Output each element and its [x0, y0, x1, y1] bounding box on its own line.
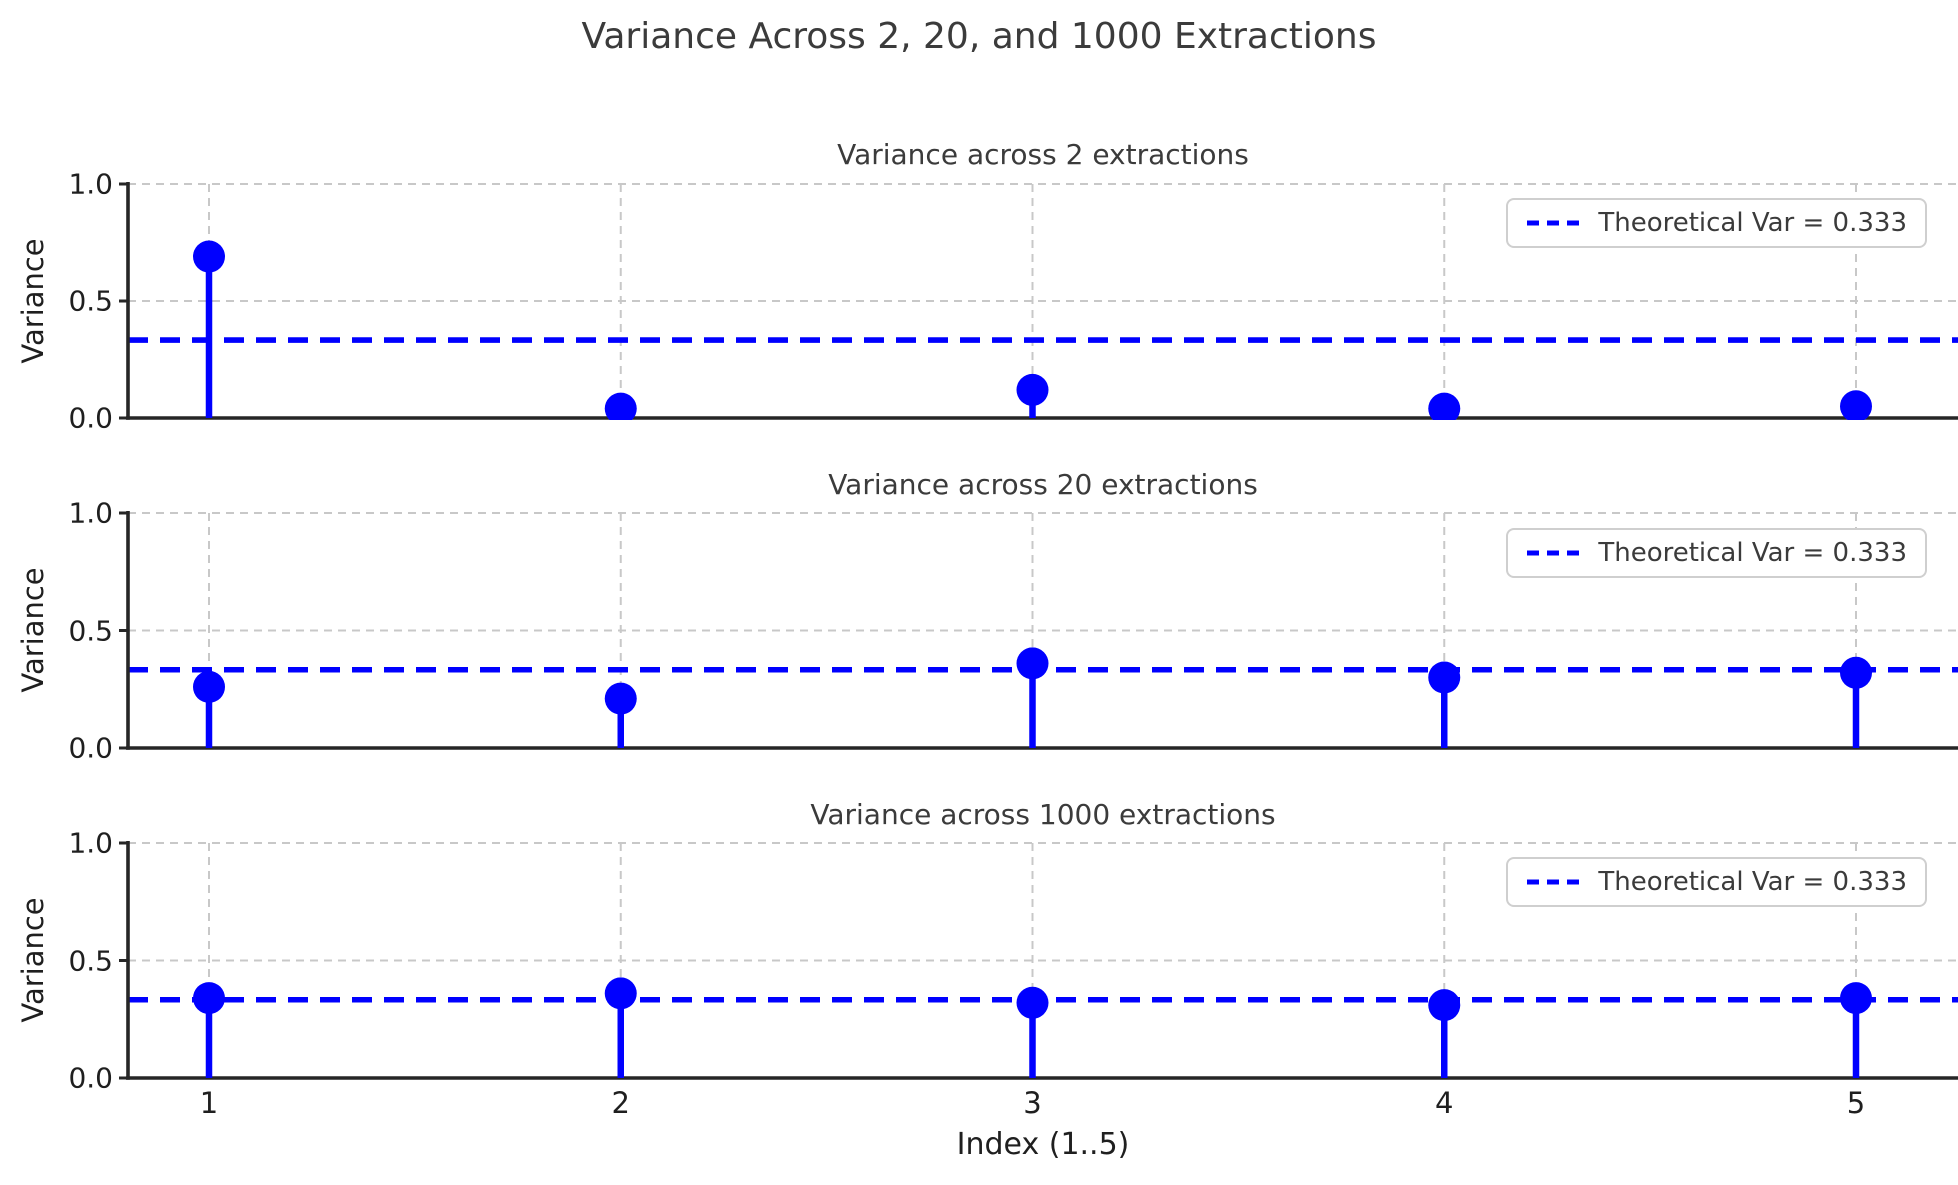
y-tick-label-1.0: 1.0: [68, 167, 113, 201]
stem-marker: [1840, 390, 1872, 420]
legend-label: Theoretical Var = 0.333: [1598, 208, 1907, 238]
y-tick-label-1.0: 1.0: [68, 496, 113, 530]
dashed-line-sample-icon: [1527, 550, 1584, 556]
y-tick-label-0.0: 0.0: [68, 401, 113, 435]
x-axis-label: Index (1..5): [956, 1127, 1130, 1162]
y-tick-label-0.5: 0.5: [68, 284, 113, 318]
stem-marker: [604, 977, 637, 1010]
stem-marker: [193, 240, 225, 273]
y-tick-label-1.0: 1.0: [68, 826, 113, 860]
dashed-line-sample-icon: [1527, 879, 1584, 885]
subplot-3-title: Variance across 1000 extractions: [810, 798, 1276, 831]
subplot-1-legend: Theoretical Var = 0.333: [1506, 198, 1927, 248]
x-tick-label-4: 4: [1435, 1086, 1454, 1120]
stem-marker: [604, 392, 637, 420]
subplot-2-legend: Theoretical Var = 0.333: [1506, 528, 1927, 578]
stem-marker: [1840, 656, 1872, 689]
stem-marker: [193, 982, 225, 1015]
stem-marker: [604, 682, 637, 715]
stem-marker: [1016, 373, 1049, 406]
stem-marker: [1428, 989, 1461, 1022]
x-tick-label-1: 1: [199, 1086, 219, 1120]
stem-marker: [193, 670, 225, 703]
y-tick-label-0.5: 0.5: [68, 614, 113, 647]
legend-label: Theoretical Var = 0.333: [1598, 867, 1907, 897]
subplot-1-title: Variance across 2 extractions: [837, 138, 1249, 171]
figure-title: Variance Across 2, 20, and 1000 Extracti…: [581, 16, 1377, 57]
stem-marker: [1016, 986, 1049, 1019]
x-tick-label-5: 5: [1846, 1086, 1866, 1120]
stem-marker: [1428, 392, 1461, 420]
stem-marker: [1016, 647, 1049, 680]
x-tick-label-3: 3: [1023, 1086, 1042, 1120]
dashed-line-sample-icon: [1527, 220, 1584, 226]
y-tick-label-0.0: 0.0: [68, 731, 113, 765]
y-tick-label-0.5: 0.5: [68, 944, 113, 977]
subplot-2-title: Variance across 20 extractions: [828, 468, 1258, 501]
stem-marker: [1840, 982, 1872, 1015]
x-tick-label-2: 2: [611, 1086, 630, 1120]
subplot-3-legend: Theoretical Var = 0.333: [1506, 857, 1927, 907]
y-tick-label-0.0: 0.0: [68, 1061, 113, 1095]
stem-marker: [1428, 661, 1461, 694]
legend-label: Theoretical Var = 0.333: [1598, 538, 1907, 568]
